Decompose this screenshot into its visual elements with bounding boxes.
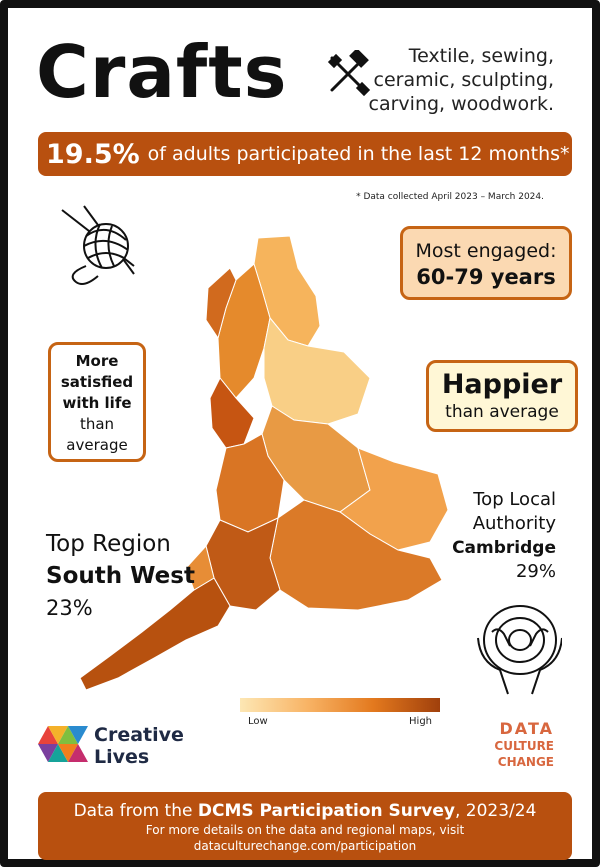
satisfied-line: than — [79, 415, 115, 433]
top-region-name: South West — [46, 563, 195, 589]
data-footnote: * Data collected April 2023 – March 2024… — [356, 192, 544, 202]
top-region: Top Region South West 23% — [46, 528, 195, 624]
map-wales-gap — [185, 544, 215, 591]
creative-lives-line: Creative — [94, 724, 184, 746]
subtitle-line: ceramic, sculpting, — [373, 69, 555, 91]
tools-icon — [327, 50, 371, 97]
top-la-label: Top Local — [473, 489, 556, 510]
top-region-label: Top Region — [46, 531, 171, 557]
happier-rest: than average — [445, 402, 559, 422]
top-region-value: 23% — [46, 596, 93, 620]
satisfied-line: satisfied — [60, 373, 134, 391]
legend-high: High — [409, 716, 432, 727]
participation-text: of adults participated in the last 12 mo… — [147, 143, 570, 165]
participation-percent: 19.5% — [46, 138, 140, 170]
most-engaged-value: 60-79 years — [416, 265, 556, 289]
satisfied-box: More satisfied with life than average — [48, 342, 146, 462]
dcc-line: DATA — [499, 719, 554, 738]
top-la-label: Authority — [472, 513, 556, 534]
map-cumbria — [205, 267, 237, 340]
footer-details: For more details on the data and regiona… — [145, 823, 465, 837]
map-south-west-peninsula — [79, 577, 231, 691]
crafts-subtitle: Textile, sewing, ceramic, sculpting, car… — [334, 44, 554, 116]
most-engaged-label: Most engaged: — [415, 240, 557, 262]
map-yorkshire — [263, 316, 371, 425]
happier-label: Happier — [441, 369, 563, 400]
satisfied-line: with life — [62, 394, 132, 412]
satisfied-line: average — [66, 436, 128, 454]
england-map — [79, 235, 449, 691]
happier-box: Happier than average — [426, 360, 578, 432]
creative-lives-line: Lives — [94, 746, 150, 768]
subtitle-line: Textile, sewing, — [408, 45, 554, 67]
most-engaged-box: Most engaged: 60-79 years — [400, 226, 572, 300]
footer-source: Data from the DCMS Participation Survey,… — [38, 800, 572, 822]
creative-lives-logo — [38, 726, 88, 762]
footer-prefix: Data from the — [73, 801, 193, 821]
footer-suffix: , 2023/24 — [454, 801, 537, 821]
yarn-ball-icon — [61, 205, 135, 285]
top-local-authority: Top Local Authority Cambridge 29% — [452, 488, 556, 584]
footer-survey: DCMS Participation Survey — [197, 801, 455, 821]
data-culture-change-logo: DATA CULTURE CHANGE — [494, 720, 554, 770]
participation-banner: 19.5% of adults participated in the last… — [38, 132, 572, 176]
dcc-line: CULTURE — [494, 739, 554, 753]
footer-banner: Data from the DCMS Participation Survey,… — [38, 792, 572, 860]
top-la-name: Cambridge — [452, 538, 556, 558]
page-title: Crafts — [36, 30, 288, 114]
footer-url[interactable]: dataculturechange.com/participation — [193, 839, 417, 853]
pottery-hands-icon — [477, 605, 562, 695]
subtitle-line: carving, woodwork. — [368, 93, 554, 115]
dcc-line: CHANGE — [497, 755, 554, 769]
map-west-midlands — [215, 433, 285, 533]
top-la-value: 29% — [515, 561, 556, 582]
creative-lives-text: Creative Lives — [94, 724, 184, 768]
satisfied-line: More — [75, 352, 119, 370]
map-legend: Low High — [240, 698, 440, 727]
legend-low: Low — [248, 716, 268, 727]
legend-gradient — [240, 698, 440, 712]
map-east — [339, 447, 449, 551]
